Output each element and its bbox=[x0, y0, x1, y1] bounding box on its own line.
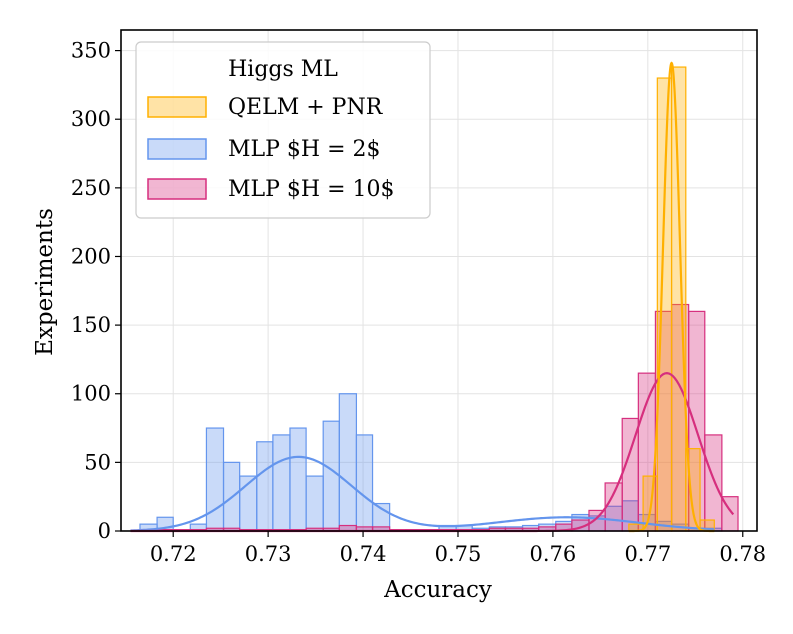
mlp-h2-bar bbox=[305, 475, 324, 532]
mlp-h2-bar bbox=[322, 420, 340, 532]
y-tick-label: 150 bbox=[71, 313, 111, 337]
mlp-h2-bar bbox=[289, 427, 307, 532]
x-tick-label: 0.78 bbox=[719, 542, 766, 566]
mlp-h2-bar bbox=[272, 434, 291, 532]
mlp-h10-bar bbox=[604, 482, 623, 532]
y-tick-label: 100 bbox=[71, 382, 111, 406]
qelm-pnr-histogram bbox=[628, 66, 715, 532]
y-axis-label: Experiments bbox=[32, 208, 58, 356]
y-tick-label: 200 bbox=[71, 244, 111, 268]
y-tick-label: 350 bbox=[71, 39, 111, 63]
legend-label-qelm: QELM + PNR bbox=[228, 95, 384, 120]
x-tick-label: 0.72 bbox=[150, 542, 197, 566]
legend-swatch-mlp-h10 bbox=[147, 178, 207, 200]
legend: Higgs ML QELM + PNR MLP $H = 2$ MLP $H =… bbox=[135, 41, 431, 219]
legend-label-mlp-h2: MLP $H = 2$ bbox=[228, 137, 381, 162]
y-tick-label: 300 bbox=[71, 107, 111, 131]
y-tick-label: 0 bbox=[98, 519, 111, 543]
y-axis-ticks: 0 50 100 150 200 250 300 350 bbox=[71, 39, 121, 543]
legend-swatch-mlp-h2 bbox=[147, 138, 207, 160]
qelm-pnr-bar bbox=[670, 66, 687, 532]
mlp-h2-bar bbox=[355, 434, 374, 532]
x-tick-label: 0.73 bbox=[245, 542, 292, 566]
qelm-pnr-fit-curve bbox=[628, 61, 715, 533]
x-axis-label: Accuracy bbox=[383, 577, 492, 603]
y-tick-label: 50 bbox=[84, 450, 111, 474]
mlp-h10-bar bbox=[588, 509, 606, 532]
y-tick-label: 250 bbox=[71, 176, 111, 200]
x-tick-label: 0.77 bbox=[624, 542, 671, 566]
qelm-pnr-bar bbox=[656, 77, 673, 532]
x-tick-label: 0.76 bbox=[530, 542, 577, 566]
legend-box bbox=[135, 41, 431, 219]
mlp-h2-fit-curve bbox=[130, 455, 715, 532]
legend-title: Higgs ML bbox=[228, 57, 338, 82]
x-tick-label: 0.75 bbox=[435, 542, 482, 566]
mlp-h2-bar bbox=[205, 427, 225, 532]
mlp-h2-bar bbox=[256, 441, 274, 532]
mlp-h2-histogram bbox=[139, 393, 723, 532]
legend-label-mlp-h10: MLP $H = 10$ bbox=[228, 177, 395, 202]
mlp-h10-bar bbox=[704, 434, 723, 532]
mlp-h2-bar bbox=[338, 393, 358, 532]
x-axis-ticks: 0.72 0.73 0.74 0.75 0.76 0.77 0.78 bbox=[150, 531, 766, 566]
plot-frame bbox=[120, 29, 758, 532]
x-tick-label: 0.74 bbox=[340, 542, 387, 566]
legend-swatch-qelm bbox=[147, 96, 207, 118]
